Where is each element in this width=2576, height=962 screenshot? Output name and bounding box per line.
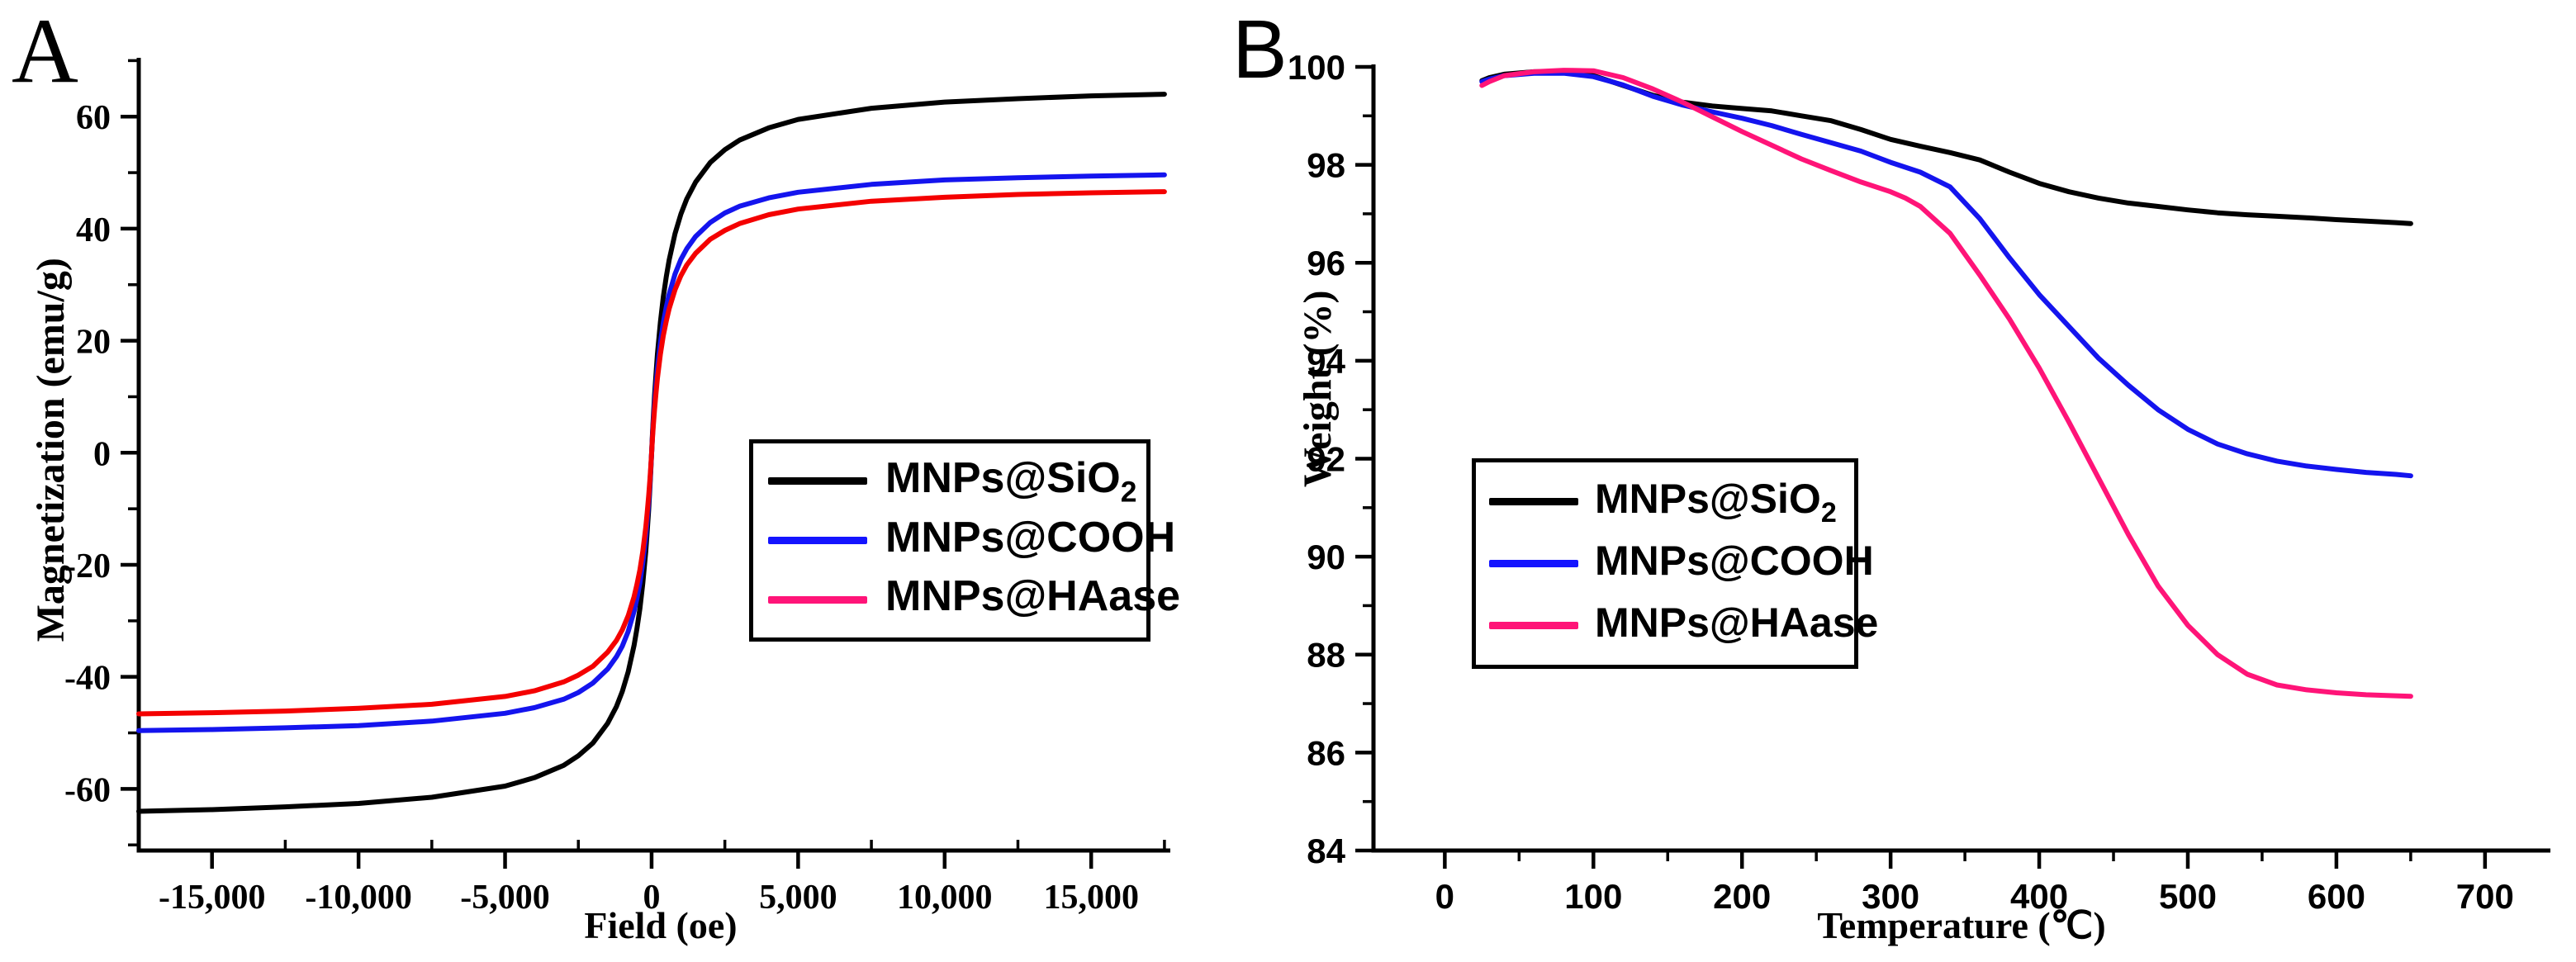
legend-line-swatch bbox=[1489, 498, 1578, 505]
series-line-MNPs@HAase bbox=[136, 189, 1167, 717]
legend-label: MNPs@SiO2 bbox=[885, 454, 1137, 509]
x-tick-label: 500 bbox=[2159, 877, 2217, 916]
x-tick-label: 600 bbox=[2308, 877, 2365, 916]
series-line-MNPs@HAase bbox=[1479, 68, 2413, 699]
panel-b-label: B bbox=[1232, 3, 1288, 96]
tga-weight-chart: 0 100 200 300 400 500 600 700 84 86 88 90 92 94 96 98 10… bbox=[1288, 48, 2550, 916]
series-line-MNPs@SiO2 bbox=[1479, 69, 2413, 226]
y-tick-label: 84 bbox=[1307, 832, 1345, 870]
legend-label: MNPs@HAase bbox=[885, 572, 1181, 621]
x-axis-title-field: Field (oe) bbox=[584, 904, 738, 946]
y-tick-label: 100 bbox=[1288, 48, 1345, 87]
axis-frame bbox=[1371, 64, 2550, 853]
y-axis-title-magnetization: Magnetization (emu/g) bbox=[29, 258, 74, 642]
legend-line-swatch bbox=[768, 536, 867, 544]
series-line-MNPs@COOH bbox=[1479, 70, 2413, 479]
legend-item: MNPs@COOH bbox=[768, 513, 1175, 568]
y-tick-label: 40 bbox=[76, 211, 111, 249]
x-tick-label: 10,000 bbox=[897, 879, 993, 917]
legend-label: MNPs@SiO2 bbox=[1595, 475, 1837, 528]
x-tick-label: 0 bbox=[643, 879, 660, 917]
x-tick-label: -5,000 bbox=[460, 879, 550, 917]
legend-line-swatch bbox=[768, 595, 867, 604]
x-tick-label: -10,000 bbox=[305, 879, 412, 917]
x-tick-label: 5,000 bbox=[759, 879, 837, 917]
y-tick-label: 20 bbox=[76, 324, 111, 362]
y-axis-title-weight: Weight (%) bbox=[1296, 290, 1340, 488]
legend-line-swatch bbox=[1489, 560, 1578, 567]
x-tick-label: 300 bbox=[1862, 877, 1919, 916]
y-tick-label: 92 bbox=[1307, 439, 1345, 478]
legend-label: MNPs@COOH bbox=[885, 513, 1176, 562]
y-tick-label: 90 bbox=[1307, 538, 1345, 576]
y-tick-label: -20 bbox=[64, 547, 111, 585]
legend-item: MNPs@HAase bbox=[1489, 599, 1878, 653]
legend-line-swatch bbox=[768, 477, 867, 486]
legend-item: MNPs@COOH bbox=[1489, 537, 1874, 591]
y-tick-label: 0 bbox=[93, 435, 111, 473]
y-tick-label: -40 bbox=[64, 660, 111, 698]
panel-a-label: A bbox=[12, 0, 78, 102]
x-tick-label: 700 bbox=[2456, 877, 2514, 916]
y-tick-label: 60 bbox=[76, 99, 111, 137]
y-tick-label: 94 bbox=[1307, 342, 1345, 381]
legend-item: MNPs@SiO2 bbox=[768, 453, 1138, 509]
magnetization-chart: -15,000 -10,000 -5,000 0 5,000 10,000 15,000 -6… bbox=[64, 58, 1170, 917]
x-tick-label: 0 bbox=[1435, 877, 1454, 916]
x-tick-label: 400 bbox=[2010, 877, 2068, 916]
legend-item: MNPs@SiO2 bbox=[1489, 475, 1846, 529]
x-tick-label: 100 bbox=[1564, 877, 1622, 916]
x-tick-label: 200 bbox=[1713, 877, 1771, 916]
x-tick-label: 15,000 bbox=[1043, 879, 1139, 917]
x-tick-label: -15,000 bbox=[159, 879, 266, 917]
legend-label: MNPs@HAase bbox=[1595, 599, 1879, 646]
legend-panel-a: MNPs@SiO2 MNPs@COOH MNPs@HAase bbox=[749, 439, 1180, 642]
legend-line-swatch bbox=[1489, 622, 1578, 629]
legend-label: MNPs@COOH bbox=[1595, 537, 1874, 584]
legend-panel-b: MNPs@SiO2 MNPs@COOH MNPs@HAase bbox=[1472, 458, 1878, 669]
y-tick-label: 96 bbox=[1307, 244, 1345, 282]
x-axis-title-temperature: Temperature (℃) bbox=[1817, 904, 2106, 946]
legend-item: MNPs@HAase bbox=[768, 571, 1180, 627]
y-tick-label: 88 bbox=[1307, 636, 1345, 675]
y-tick-label: 98 bbox=[1307, 146, 1345, 185]
y-tick-label: 86 bbox=[1307, 733, 1345, 772]
y-tick-label: -60 bbox=[64, 771, 111, 809]
